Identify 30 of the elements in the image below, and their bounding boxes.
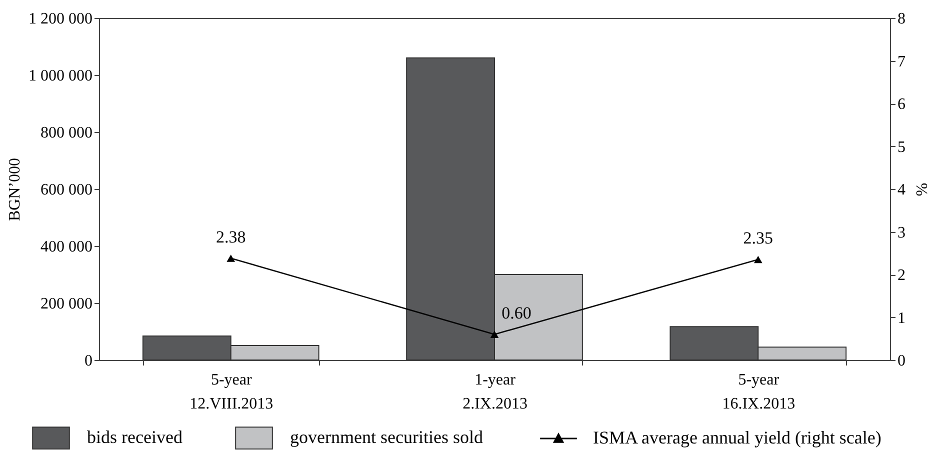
x-tick-label: 5-year 16.IX.2013 [722, 372, 796, 412]
legend-label: ISMA average annual yield (right scale) [593, 428, 882, 448]
y2-tick-label: 0 [898, 352, 906, 370]
y2-tick-label: 5 [898, 138, 906, 156]
y-tick-label: 600 000 [40, 182, 92, 198]
x-tick-label: 1-year 2.IX.2013 [462, 372, 528, 412]
y2-tick-label: 6 [898, 96, 906, 113]
y-tick-label: 400 000 [40, 238, 92, 256]
x-tick-label: 5-year 12.VIII.2013 [190, 372, 274, 412]
y2-tick-label: 8 [898, 10, 906, 28]
data-label: 2.35 [743, 228, 774, 248]
y-tick-label: 800 000 [40, 124, 92, 142]
y-tick-label: 1 200 000 [28, 10, 92, 28]
y-axis-title: BGN’000 [6, 158, 24, 222]
data-label: 0.60 [502, 303, 532, 322]
data-label: 2.38 [216, 227, 246, 246]
y-tick-label: 0 [84, 352, 92, 370]
y2-tick-label: 2 [898, 267, 906, 284]
y2-tick-label: 3 [898, 224, 906, 242]
y2-tick-label: 4 [898, 182, 906, 198]
y-tick-label: 200 000 [40, 296, 92, 312]
y2-tick-label: 1 [898, 310, 906, 327]
legend-label: bids received [87, 427, 182, 448]
y2-tick-label: 7 [898, 53, 906, 70]
legend-label: government securities sold [290, 427, 483, 448]
point [754, 256, 762, 264]
y2-axis-title: % [912, 182, 930, 196]
y-tick-label: 1 000 000 [28, 68, 92, 84]
point [226, 254, 236, 262]
point [490, 330, 499, 338]
